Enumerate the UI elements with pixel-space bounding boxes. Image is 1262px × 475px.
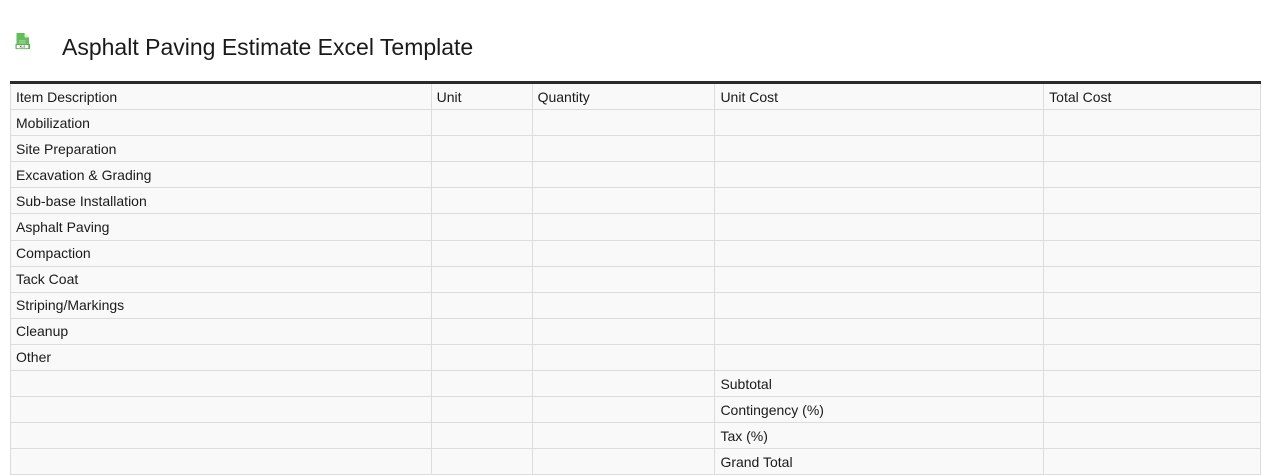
svg-text:XLS: XLS [20,45,26,49]
